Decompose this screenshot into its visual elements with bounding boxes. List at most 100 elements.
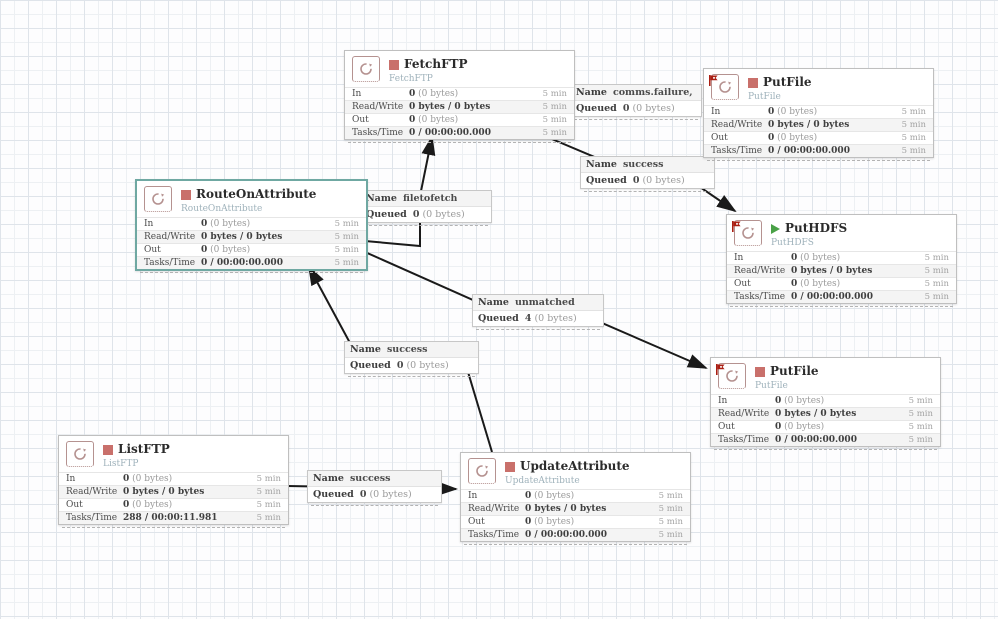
stat-row-readwrite: Read/Write 0 bytes / 0 bytes 5 min xyxy=(461,502,690,515)
stat-row-readwrite: Read/Write 0 bytes / 0 bytes 5 min xyxy=(59,485,288,498)
connection-queued-count: 0 xyxy=(412,209,420,220)
stat-row-tasks: Tasks/Time 0 / 00:00:00.000 5 min xyxy=(711,433,940,446)
connection-name-key: Name xyxy=(576,87,607,98)
processor-type: PutHDFS xyxy=(771,237,814,248)
processor-putfile-top[interactable]: PutFile PutFile In 0 (0 bytes) 5 min Read/… xyxy=(703,68,934,161)
invalid-flag-icon xyxy=(709,71,718,90)
connection-queued-key: Queued xyxy=(313,489,354,500)
connection-label-filetofetch[interactable]: Name filetofetch Queued 0 (0 bytes) xyxy=(360,190,492,226)
processor-type: UpdateAttribute xyxy=(505,475,580,486)
processor-putfile-mid[interactable]: PutFile PutFile In 0 (0 bytes) 5 min Read/… xyxy=(710,357,941,450)
stopped-icon xyxy=(181,186,191,204)
connection-queued-key: Queued xyxy=(576,103,617,114)
stat-row-in: In 0 (0 bytes) 5 min xyxy=(727,251,956,264)
processor-type: FetchFTP xyxy=(389,73,433,84)
processor-name: FetchFTP xyxy=(404,57,468,72)
stat-row-readwrite: Read/Write 0 bytes / 0 bytes 5 min xyxy=(711,407,940,420)
stat-row-out: Out 0 (0 bytes) 5 min xyxy=(461,515,690,528)
connection-label-unmatched[interactable]: Name unmatched Queued 4 (0 bytes) xyxy=(472,294,604,330)
processor-listftp[interactable]: ListFTP ListFTP In 0 (0 bytes) 5 min Read/… xyxy=(58,435,289,528)
stat-row-tasks: Tasks/Time 0 / 00:00:00.000 5 min xyxy=(727,290,956,303)
stat-row-tasks: Tasks/Time 0 / 00:00:00.000 5 min xyxy=(137,256,366,269)
processor-name: PutFile xyxy=(763,75,812,90)
connection-queued-bytes: (0 bytes) xyxy=(534,313,577,324)
connection-name-value: success xyxy=(386,344,428,355)
connection-name-value: unmatched xyxy=(514,297,575,308)
stopped-icon xyxy=(748,74,758,92)
connection-queued-bytes: (0 bytes) xyxy=(369,489,412,500)
connection-name-value: success xyxy=(349,473,391,484)
stat-row-readwrite: Read/Write 0 bytes / 0 bytes 5 min xyxy=(704,118,933,131)
processor-type: ListFTP xyxy=(103,458,139,469)
connection-queued-bytes: (0 bytes) xyxy=(632,103,675,114)
processor-icon xyxy=(709,71,739,100)
connection-name-key: Name xyxy=(366,193,397,204)
connection-label-success-puthdfs[interactable]: Name success Queued 0 (0 bytes) xyxy=(580,156,715,192)
connection-label-success-routeonattribute[interactable]: Name success Queued 0 (0 bytes) xyxy=(344,341,479,377)
processor-name: RouteOnAttribute xyxy=(196,187,317,202)
stat-row-in: In 0 (0 bytes) 5 min xyxy=(461,489,690,502)
connection-queued-count: 0 xyxy=(359,489,367,500)
processor-type: RouteOnAttribute xyxy=(181,203,263,214)
connection-name-value: success xyxy=(622,159,664,170)
connection-queued-key: Queued xyxy=(350,360,391,371)
processor-fetchftp[interactable]: FetchFTP FetchFTP In 0 (0 bytes) 5 min Rea… xyxy=(344,50,575,143)
connection-label-success-updateattribute[interactable]: Name success Queued 0 (0 bytes) xyxy=(307,470,442,506)
stat-row-in: In 0 (0 bytes) 5 min xyxy=(345,87,574,100)
connection-queued-count: 4 xyxy=(524,313,532,324)
processor-name: PutFile xyxy=(770,364,819,379)
invalid-flag-icon xyxy=(716,360,725,379)
connection-name-key: Name xyxy=(586,159,617,170)
stopped-icon xyxy=(755,363,765,381)
connection-queued-count: 0 xyxy=(396,360,404,371)
processor-name: ListFTP xyxy=(118,442,170,457)
processor-icon xyxy=(144,186,172,212)
processor-updateattribute[interactable]: UpdateAttribute UpdateAttribute In 0 (0 b… xyxy=(460,452,691,545)
processor-routeonattribute[interactable]: RouteOnAttribute RouteOnAttribute In 0 (0… xyxy=(135,179,368,273)
connection-queued-count: 0 xyxy=(632,175,640,186)
stat-row-tasks: Tasks/Time 0 / 00:00:00.000 5 min xyxy=(345,126,574,139)
connection-queued-bytes: (0 bytes) xyxy=(406,360,449,371)
processor-name: UpdateAttribute xyxy=(520,459,630,474)
connection-name-value: filetofetch xyxy=(402,193,458,204)
stat-row-tasks: Tasks/Time 0 / 00:00:00.000 5 min xyxy=(461,528,690,541)
processor-icon xyxy=(468,458,496,484)
stat-row-readwrite: Read/Write 0 bytes / 0 bytes 5 min xyxy=(137,230,366,243)
processor-icon xyxy=(716,360,746,389)
connection-name-key: Name xyxy=(478,297,509,308)
processor-name: PutHDFS xyxy=(785,221,848,236)
stat-row-readwrite: Read/Write 0 bytes / 0 bytes 5 min xyxy=(345,100,574,113)
stat-row-in: In 0 (0 bytes) 5 min xyxy=(711,394,940,407)
stat-row-out: Out 0 (0 bytes) 5 min xyxy=(59,498,288,511)
processor-icon xyxy=(66,441,94,467)
connection-queued-count: 0 xyxy=(622,103,630,114)
connection-queued-bytes: (0 bytes) xyxy=(642,175,685,186)
processor-icon xyxy=(732,217,762,246)
connection-label-comms-failure[interactable]: Name comms.failure, permissio... Queued 0(… xyxy=(570,84,702,120)
processor-icon xyxy=(352,56,380,82)
stat-row-in: In 0 (0 bytes) 5 min xyxy=(59,472,288,485)
stat-row-out: Out 0 (0 bytes) 5 min xyxy=(704,131,933,144)
invalid-flag-icon xyxy=(732,217,741,236)
connection-name-value: comms.failure, permissio... xyxy=(612,87,696,98)
connection-queued-key: Queued xyxy=(478,313,519,324)
processor-type: PutFile xyxy=(755,380,788,391)
running-icon xyxy=(771,220,780,238)
stat-row-out: Out 0 (0 bytes) 5 min xyxy=(727,277,956,290)
stat-row-tasks: Tasks/Time 288 / 00:00:11.981 5 min xyxy=(59,511,288,524)
stat-row-tasks: Tasks/Time 0 / 00:00:00.000 5 min xyxy=(704,144,933,157)
stat-row-out: Out 0 (0 bytes) 5 min xyxy=(137,243,366,256)
processor-puthdfs[interactable]: PutHDFS PutHDFS In 0 (0 bytes) 5 min Read/… xyxy=(726,214,957,307)
stat-row-readwrite: Read/Write 0 bytes / 0 bytes 5 min xyxy=(727,264,956,277)
stopped-icon xyxy=(103,441,113,459)
connection-queued-key: Queued xyxy=(366,209,407,220)
stat-row-out: Out 0 (0 bytes) 5 min xyxy=(345,113,574,126)
stat-row-out: Out 0 (0 bytes) 5 min xyxy=(711,420,940,433)
stopped-icon xyxy=(505,458,515,476)
connection-queued-key: Queued xyxy=(586,175,627,186)
stat-row-in: In 0 (0 bytes) 5 min xyxy=(137,217,366,230)
connection-queued-bytes: (0 bytes) xyxy=(422,209,465,220)
connection-name-key: Name xyxy=(313,473,344,484)
processor-type: PutFile xyxy=(748,91,781,102)
